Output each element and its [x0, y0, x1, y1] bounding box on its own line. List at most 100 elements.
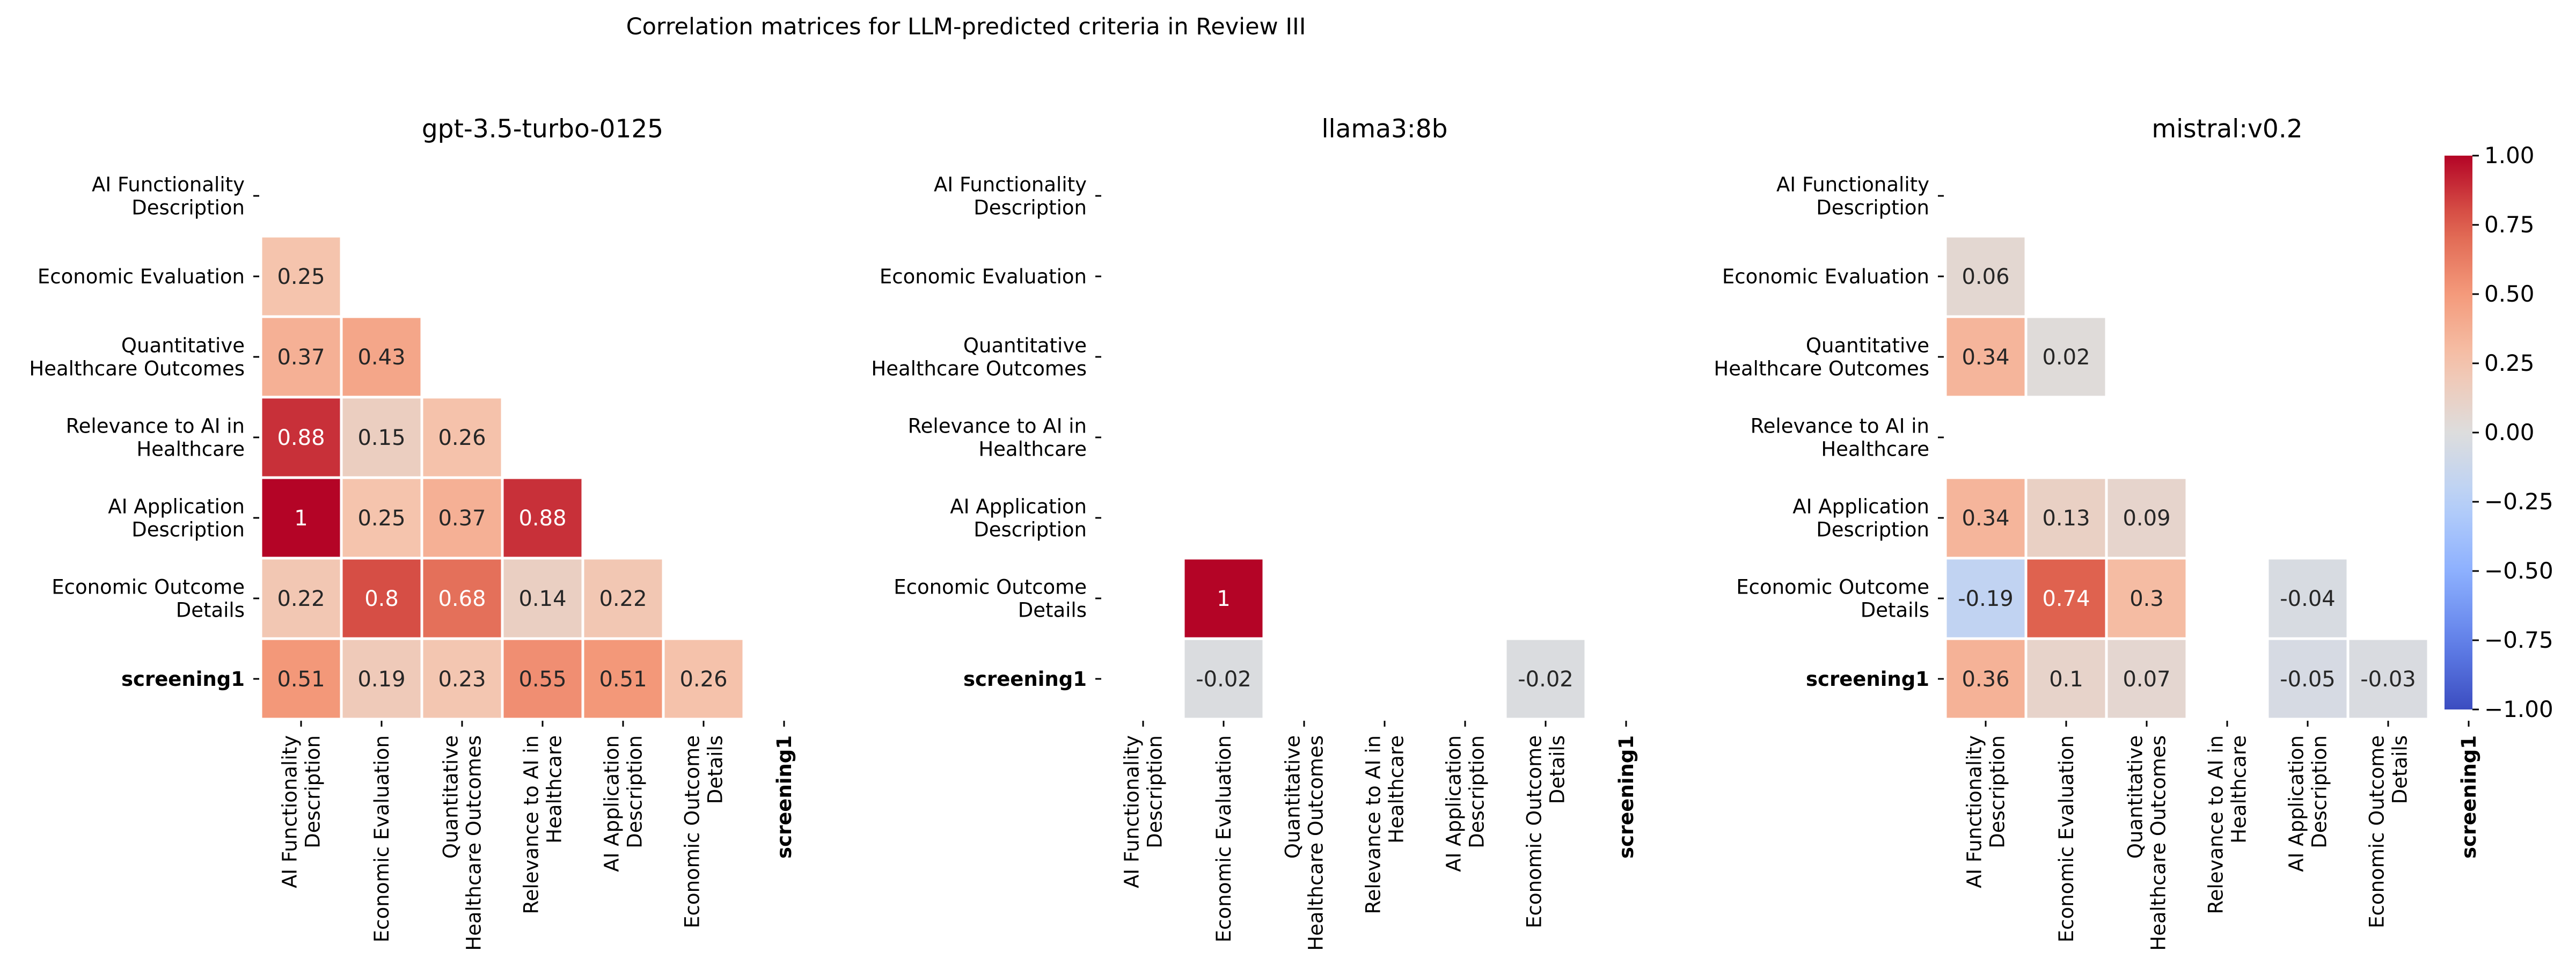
column-label: Healthcare [2228, 735, 2251, 844]
heatmap-cell [340, 637, 423, 721]
panel-title: gpt-3.5-turbo-0125 [422, 114, 663, 144]
heatmap-cell [420, 396, 504, 479]
cell-value-label: 0.09 [2123, 506, 2170, 531]
row-label: Economic Outcome [52, 576, 245, 599]
column-label: Relevance to AI in [520, 735, 543, 914]
row-label: Relevance to AI in [908, 415, 1087, 438]
row-label: AI Application [108, 495, 245, 518]
column-label: Description [1986, 735, 2009, 848]
heatmap-cell [501, 637, 584, 721]
cell-value-label: 0.51 [277, 667, 325, 692]
heatmap-cell [1944, 235, 2028, 318]
heatmap-panel-3: mistral:v0.2 0.06 0.34 0.02 0.34 0.13 0.09 -0.1… [1714, 114, 2480, 951]
row-label: Healthcare Outcomes [1714, 357, 1929, 380]
row-label: Healthcare [978, 438, 1087, 461]
heatmap-cell [2105, 637, 2189, 721]
row-label: Description [131, 518, 245, 541]
column-label: Relevance to AI in [2205, 735, 2228, 914]
heatmap-cell [1504, 637, 1587, 721]
heatmap-cell [581, 637, 665, 721]
column-label: Economic Evaluation [370, 735, 393, 942]
column-label: Description [302, 735, 325, 848]
row-label: Healthcare Outcomes [871, 357, 1087, 380]
row-label: AI Application [950, 495, 1087, 518]
column-label: Healthcare [543, 735, 566, 844]
colorbar-tick-label: −1.00 [2484, 696, 2553, 722]
cell-value-label: 0.26 [679, 667, 727, 692]
heatmap-cell [2024, 557, 2108, 640]
row-label: Quantitative [1806, 334, 1929, 357]
row-label: Economic Evaluation [1722, 265, 1929, 288]
column-label: AI Application [601, 735, 624, 872]
heatmap-cell [2266, 637, 2350, 721]
column-label: Quantitative [1282, 735, 1305, 859]
row-label: Economic Outcome [894, 576, 1087, 599]
column-label: AI Functionality [1963, 735, 1986, 888]
heatmap-cell [2024, 315, 2108, 399]
cell-value-label: -0.02 [1518, 667, 1574, 692]
column-label: Details [2389, 735, 2412, 804]
cell-value-label: 0.23 [438, 667, 486, 692]
heatmap-cell [1944, 637, 2028, 721]
row-label: Description [1816, 196, 1929, 219]
cell-value-label: 0.25 [277, 265, 325, 289]
column-label: Quantitative [440, 735, 463, 859]
column-label: Details [1546, 735, 1569, 804]
cell-value-label: -0.02 [1196, 667, 1252, 692]
row-label: Details [1018, 599, 1087, 622]
heatmap-cell [2024, 476, 2108, 560]
column-label: screening1 [2457, 735, 2480, 859]
row-label: Relevance to AI in [66, 415, 245, 438]
heatmap-cell [1944, 315, 2028, 399]
row-label: Relevance to AI in [1751, 415, 1929, 438]
row-label: screening1 [1806, 668, 1929, 691]
cell-value-label: 0.22 [599, 587, 647, 611]
column-label: Description [624, 735, 647, 848]
cell-value-label: -0.05 [2280, 667, 2336, 692]
colorbar-tick-label: 0.50 [2484, 281, 2535, 307]
cell-value-label: 0.02 [2042, 345, 2090, 370]
heatmap-cell [340, 557, 423, 640]
row-label: AI Functionality [934, 173, 1087, 196]
row-label: Quantitative [121, 334, 245, 357]
heatmap-cell [1182, 557, 1265, 640]
row-label: Description [131, 196, 245, 219]
cell-value-label: 0.88 [518, 506, 566, 531]
heatmap-cell [1182, 637, 1265, 721]
column-label: Healthcare Outcomes [463, 735, 486, 951]
cell-value-label: 0.06 [1962, 265, 2009, 289]
row-label: screening1 [121, 668, 245, 691]
heatmap-panel-1: gpt-3.5-turbo-0125 0.25 0.37 0.43 0.88 0.15 0.… [29, 114, 796, 951]
row-label: Description [974, 196, 1087, 219]
cell-value-label: 0.13 [2042, 506, 2090, 531]
colorbar-tick-label: 0.75 [2484, 211, 2535, 238]
column-label: Healthcare Outcomes [1305, 735, 1328, 951]
heatmap-cell [2105, 476, 2189, 560]
row-label: Healthcare [1821, 438, 1929, 461]
cell-value-label: 0.34 [1962, 506, 2009, 531]
cell-value-label: 1 [1217, 587, 1230, 611]
heatmap-cell [259, 637, 343, 721]
column-label: Description [2308, 735, 2331, 848]
column-label: Economic Outcome [681, 735, 704, 928]
row-label: Healthcare Outcomes [29, 357, 245, 380]
row-label: Details [1861, 599, 1929, 622]
panel-title: llama3:8b [1322, 114, 1448, 144]
row-label: Economic Outcome [1736, 576, 1929, 599]
cell-value-label: -0.19 [1958, 587, 2014, 611]
cell-value-label: 0.74 [2042, 587, 2090, 611]
cell-value-label: 0.25 [357, 506, 405, 531]
cell-value-label: 0.68 [438, 587, 486, 611]
colorbar-tick-label: −0.25 [2484, 488, 2553, 515]
column-label: screening1 [1615, 735, 1638, 859]
heatmap-cell [340, 476, 423, 560]
row-label: Quantitative [963, 334, 1087, 357]
cell-value-label: 0.19 [357, 667, 405, 692]
row-label: Description [974, 518, 1087, 541]
row-label: Economic Evaluation [38, 265, 245, 288]
row-label: Description [1816, 518, 1929, 541]
column-label: Relevance to AI in [1362, 735, 1385, 914]
cell-value-label: 0.37 [277, 345, 325, 370]
row-label: AI Functionality [92, 173, 245, 196]
